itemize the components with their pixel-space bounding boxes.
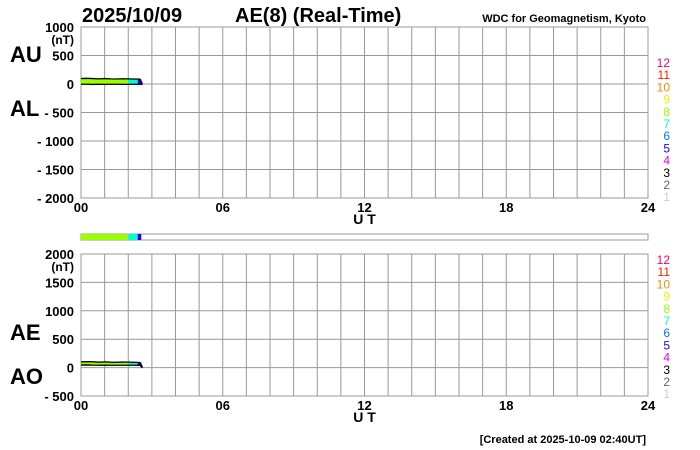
station-count-bar bbox=[80, 233, 649, 241]
y-tick-label: 2000 bbox=[45, 247, 74, 262]
legend-level-11: 11 bbox=[658, 265, 671, 279]
x-tick-label: 24 bbox=[641, 398, 656, 413]
data-source: WDC for Geomagnetism, Kyoto bbox=[482, 13, 646, 25]
y-tick-label: 0 bbox=[67, 361, 74, 376]
legend-level-10: 10 bbox=[657, 80, 671, 94]
y-tick-label: - 500 bbox=[44, 389, 74, 404]
series-line-ae bbox=[80, 360, 144, 368]
y-tick-label: - 500 bbox=[44, 106, 74, 121]
series-line-ao bbox=[80, 364, 143, 369]
series-label-ao: AO bbox=[10, 364, 43, 389]
legend-level-2: 2 bbox=[663, 375, 670, 389]
x-tick-label: 06 bbox=[216, 200, 230, 215]
x-tick-label: 24 bbox=[641, 200, 656, 215]
series-label-ae: AE bbox=[10, 320, 41, 345]
legend-level-9: 9 bbox=[663, 290, 670, 304]
legend-level-9: 9 bbox=[663, 93, 670, 107]
legend-level-1: 1 bbox=[663, 387, 670, 401]
series-label-au: AU bbox=[10, 42, 42, 67]
station-count-segment bbox=[137, 234, 142, 240]
legend-level-4: 4 bbox=[663, 154, 670, 168]
legend-level-6: 6 bbox=[663, 326, 670, 340]
y-tick-label: - 2000 bbox=[37, 191, 74, 206]
legend-level-5: 5 bbox=[663, 141, 670, 155]
series-label-al: AL bbox=[10, 96, 39, 121]
station-count-segment bbox=[81, 234, 129, 240]
station-count-segment bbox=[128, 234, 138, 240]
x-tick-label: 00 bbox=[74, 200, 88, 215]
legend-level-7: 7 bbox=[663, 117, 670, 131]
x-tick-label: 18 bbox=[499, 398, 513, 413]
x-tick-label: 00 bbox=[74, 398, 88, 413]
x-axis-label: U T bbox=[353, 211, 376, 227]
plot-frame bbox=[80, 253, 649, 397]
plot-title: AE(8) (Real-Time) bbox=[235, 5, 401, 27]
legend-level-3: 3 bbox=[663, 166, 670, 180]
legend-level-6: 6 bbox=[663, 129, 670, 143]
x-tick-label: 12 bbox=[357, 398, 371, 413]
legend-level-10: 10 bbox=[657, 277, 671, 291]
y-tick-label: 1500 bbox=[45, 275, 74, 290]
plot-frame bbox=[80, 26, 649, 199]
x-tick-label: 06 bbox=[216, 398, 230, 413]
legend-level-4: 4 bbox=[663, 351, 670, 365]
legend-level-3: 3 bbox=[663, 363, 670, 377]
x-axis-label: U T bbox=[353, 409, 376, 425]
legend-level-7: 7 bbox=[663, 314, 670, 328]
legend-level-1: 1 bbox=[663, 190, 670, 204]
y-tick-label: 1000 bbox=[45, 20, 74, 35]
y-tick-label: 1000 bbox=[45, 304, 74, 319]
x-tick-label: 12 bbox=[357, 200, 371, 215]
legend-level-5: 5 bbox=[663, 338, 670, 352]
created-timestamp: [Created at 2025-10-09 02:40UT] bbox=[480, 434, 647, 446]
y-tick-label: 0 bbox=[67, 77, 74, 92]
y-unit-label: (nT) bbox=[51, 260, 74, 274]
legend-level-2: 2 bbox=[663, 178, 670, 192]
y-tick-label: - 1000 bbox=[37, 134, 74, 149]
activity-fill bbox=[128, 78, 138, 85]
legend-level-12: 12 bbox=[657, 56, 671, 70]
legend-level-12: 12 bbox=[657, 253, 671, 267]
y-unit-label: (nT) bbox=[51, 33, 74, 47]
y-tick-label: 500 bbox=[52, 332, 74, 347]
plot-date: 2025/10/09 bbox=[82, 5, 182, 27]
x-tick-label: 18 bbox=[499, 200, 513, 215]
activity-fill bbox=[81, 78, 129, 85]
legend-level-11: 11 bbox=[658, 68, 671, 82]
legend-level-8: 8 bbox=[663, 105, 670, 119]
y-tick-label: - 1500 bbox=[37, 163, 74, 178]
legend-level-8: 8 bbox=[663, 302, 670, 316]
series-line-au bbox=[80, 77, 144, 85]
y-tick-label: 500 bbox=[52, 49, 74, 64]
